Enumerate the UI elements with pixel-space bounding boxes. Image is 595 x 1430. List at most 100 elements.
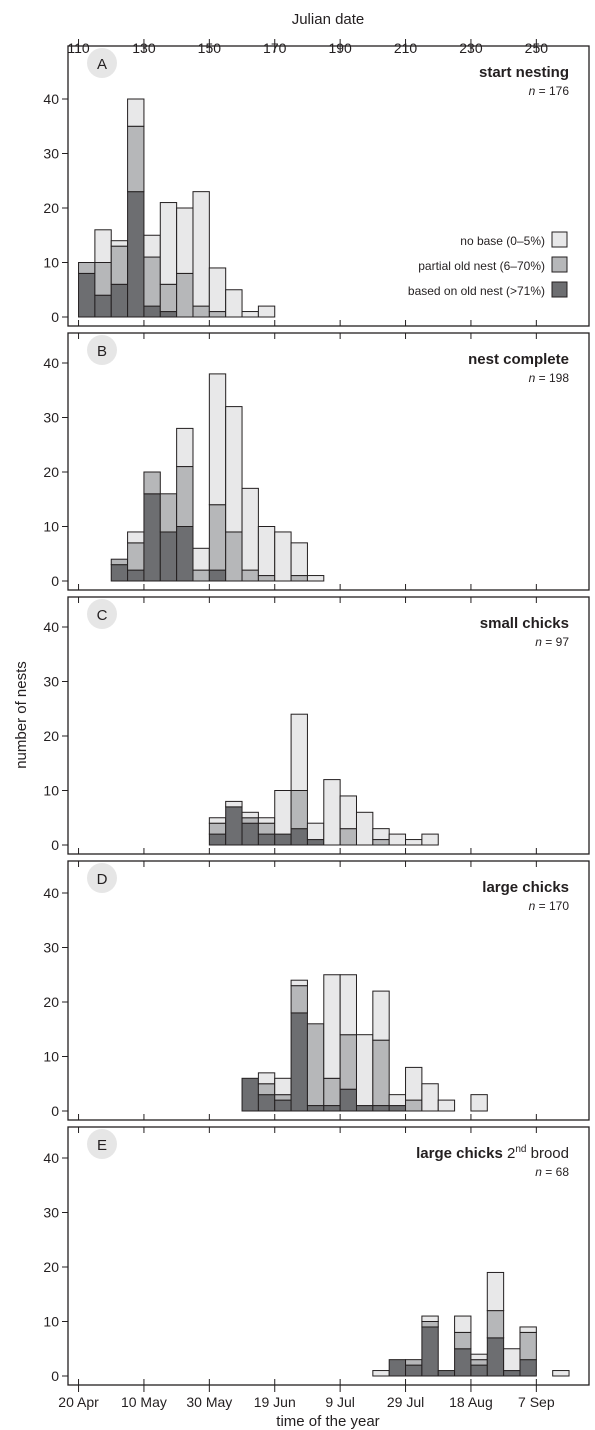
bar-segment xyxy=(519,1359,537,1377)
bar-segment xyxy=(257,1094,276,1112)
bar-segment xyxy=(306,839,325,846)
bar-segment xyxy=(257,575,276,582)
bar-segment xyxy=(94,229,112,264)
bar-segment xyxy=(143,305,161,318)
panel-n-label: n = 198 xyxy=(529,371,570,385)
legend: no base (0–5%) partial old nest (6–70%) ba… xyxy=(408,231,568,298)
bar-segment xyxy=(257,833,276,846)
bar-segment xyxy=(110,245,129,285)
bar-segment xyxy=(241,822,259,846)
bar-segment xyxy=(274,531,292,582)
bar-segment xyxy=(421,1326,439,1377)
bar-segment xyxy=(208,817,227,824)
bar-segment xyxy=(388,1359,407,1377)
bar-segment xyxy=(257,526,276,577)
panel-title: large chicks xyxy=(482,879,569,896)
bar-segment xyxy=(176,427,194,468)
y-tick-label: 0 xyxy=(51,1103,59,1119)
bar-segment xyxy=(405,1364,423,1377)
bar-segment xyxy=(192,547,210,571)
bar-segment xyxy=(159,311,178,318)
bar-segment xyxy=(372,1370,390,1377)
bar-segment xyxy=(503,1370,521,1377)
bar-segment xyxy=(290,979,308,987)
bar-segment xyxy=(274,1094,292,1101)
bar-segment xyxy=(372,1039,390,1107)
bar-segment xyxy=(78,262,96,274)
bar-segment xyxy=(470,1353,488,1361)
bar-segment xyxy=(127,191,145,318)
date-tick-label: 29 Jul xyxy=(387,1394,424,1410)
date-tick-label: 7 Sep xyxy=(518,1394,555,1410)
y-tick-label: 40 xyxy=(43,885,59,901)
bottom-axis-title: time of the year xyxy=(276,1413,379,1430)
bar-segment xyxy=(323,1105,341,1112)
bar-segment xyxy=(241,569,259,582)
panel-frame xyxy=(67,332,590,591)
bar-segment xyxy=(552,1370,570,1377)
bar-segment xyxy=(519,1331,537,1361)
bar-segment xyxy=(339,1034,357,1090)
bar-segment xyxy=(470,1359,488,1366)
bar-segment xyxy=(388,1105,407,1112)
panel-letter: B xyxy=(97,343,107,360)
panels: 0 10 20 30 40 A start nesting n = 176 0 10 20 30 40 B… xyxy=(43,39,590,1392)
bar-segment xyxy=(208,311,227,318)
bar-segment xyxy=(486,1310,505,1339)
legend-swatch xyxy=(551,256,568,273)
bar-segment xyxy=(372,990,390,1041)
panel-c: 0 10 20 30 40 C small chicks n = 97 xyxy=(43,596,590,855)
bar-segment xyxy=(470,1094,488,1112)
bar-segment xyxy=(176,466,194,527)
julian-axis: 110 130 150 170 190 210 230 250 xyxy=(67,40,548,56)
bar-segment xyxy=(143,471,161,495)
bar-segment xyxy=(306,822,325,841)
bar-segment xyxy=(225,289,243,318)
bar-segment xyxy=(110,283,129,318)
bar-segment xyxy=(372,839,390,846)
bar-segment xyxy=(503,1348,521,1372)
y-tick-label: 10 xyxy=(43,255,59,271)
bar-segment xyxy=(78,272,96,318)
y-tick-label: 0 xyxy=(51,309,59,325)
y-tick-label: 0 xyxy=(51,837,59,853)
bar-segment xyxy=(355,1105,374,1112)
bar-segment xyxy=(437,1370,456,1377)
y-tick-label: 20 xyxy=(43,464,59,480)
y-tick-label: 30 xyxy=(43,146,59,162)
bar-segment xyxy=(241,1077,259,1112)
legend-label: based on old nest (>71%) xyxy=(408,284,545,298)
bar-segment xyxy=(225,531,243,582)
bar-segment xyxy=(143,256,161,307)
bar-segment xyxy=(454,1315,472,1333)
date-tick-label: 18 Aug xyxy=(449,1394,493,1410)
bar-segment xyxy=(127,569,145,582)
legend-swatch xyxy=(551,281,568,298)
y-tick-label: 10 xyxy=(43,1049,59,1065)
bar-segment xyxy=(290,1012,308,1112)
y-tick-label: 10 xyxy=(43,1314,59,1330)
y-tick-label: 0 xyxy=(51,1368,59,1384)
bar-segment xyxy=(127,531,145,544)
panel-frame xyxy=(67,860,590,1121)
bar-segment xyxy=(372,1105,390,1112)
y-axis-title: number of nests xyxy=(13,661,30,769)
legend-label: partial old nest (6–70%) xyxy=(418,259,545,273)
bar-segment xyxy=(290,790,308,830)
bar-segment xyxy=(290,575,308,582)
bar-segment xyxy=(323,1077,341,1107)
bar-segment xyxy=(339,1088,357,1112)
y-tick-label: 10 xyxy=(43,519,59,535)
bar-segment xyxy=(159,493,178,533)
y-tick-label: 0 xyxy=(51,573,59,589)
bar-segment xyxy=(208,822,227,835)
bar-segment xyxy=(274,790,292,835)
panel-d: 0 10 20 30 40 D large chicks n = 170 xyxy=(43,860,590,1121)
bar-segment xyxy=(192,569,210,582)
bar-segment xyxy=(208,504,227,571)
panel-title: small chicks xyxy=(480,615,569,632)
panel-frame xyxy=(67,596,590,855)
date-axis: 20 Apr 10 May 30 May 19 Jun 9 Jul 29 Jul 18 Au… xyxy=(58,1394,555,1410)
bar-segment xyxy=(225,406,243,533)
bar-segment xyxy=(421,1083,439,1112)
